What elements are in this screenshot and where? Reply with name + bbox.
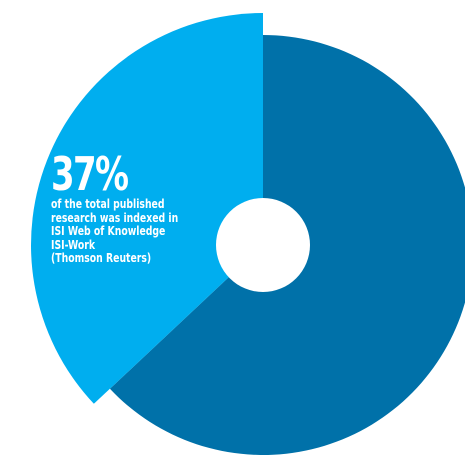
percent-label: 37% <box>51 147 129 201</box>
pie-slice-indexed <box>31 13 264 404</box>
annotation-line: (Thomson Reuters) <box>51 251 152 265</box>
annotation-line: research was indexed in <box>51 210 179 225</box>
annotation-line: ISI-Work <box>51 237 95 252</box>
annotation-line: of the total published <box>51 197 165 211</box>
slice-annotation: 37% of the total published research was … <box>51 150 221 266</box>
annotation-line: ISI Web of Knowledge <box>51 224 166 238</box>
donut-hole <box>216 198 310 292</box>
